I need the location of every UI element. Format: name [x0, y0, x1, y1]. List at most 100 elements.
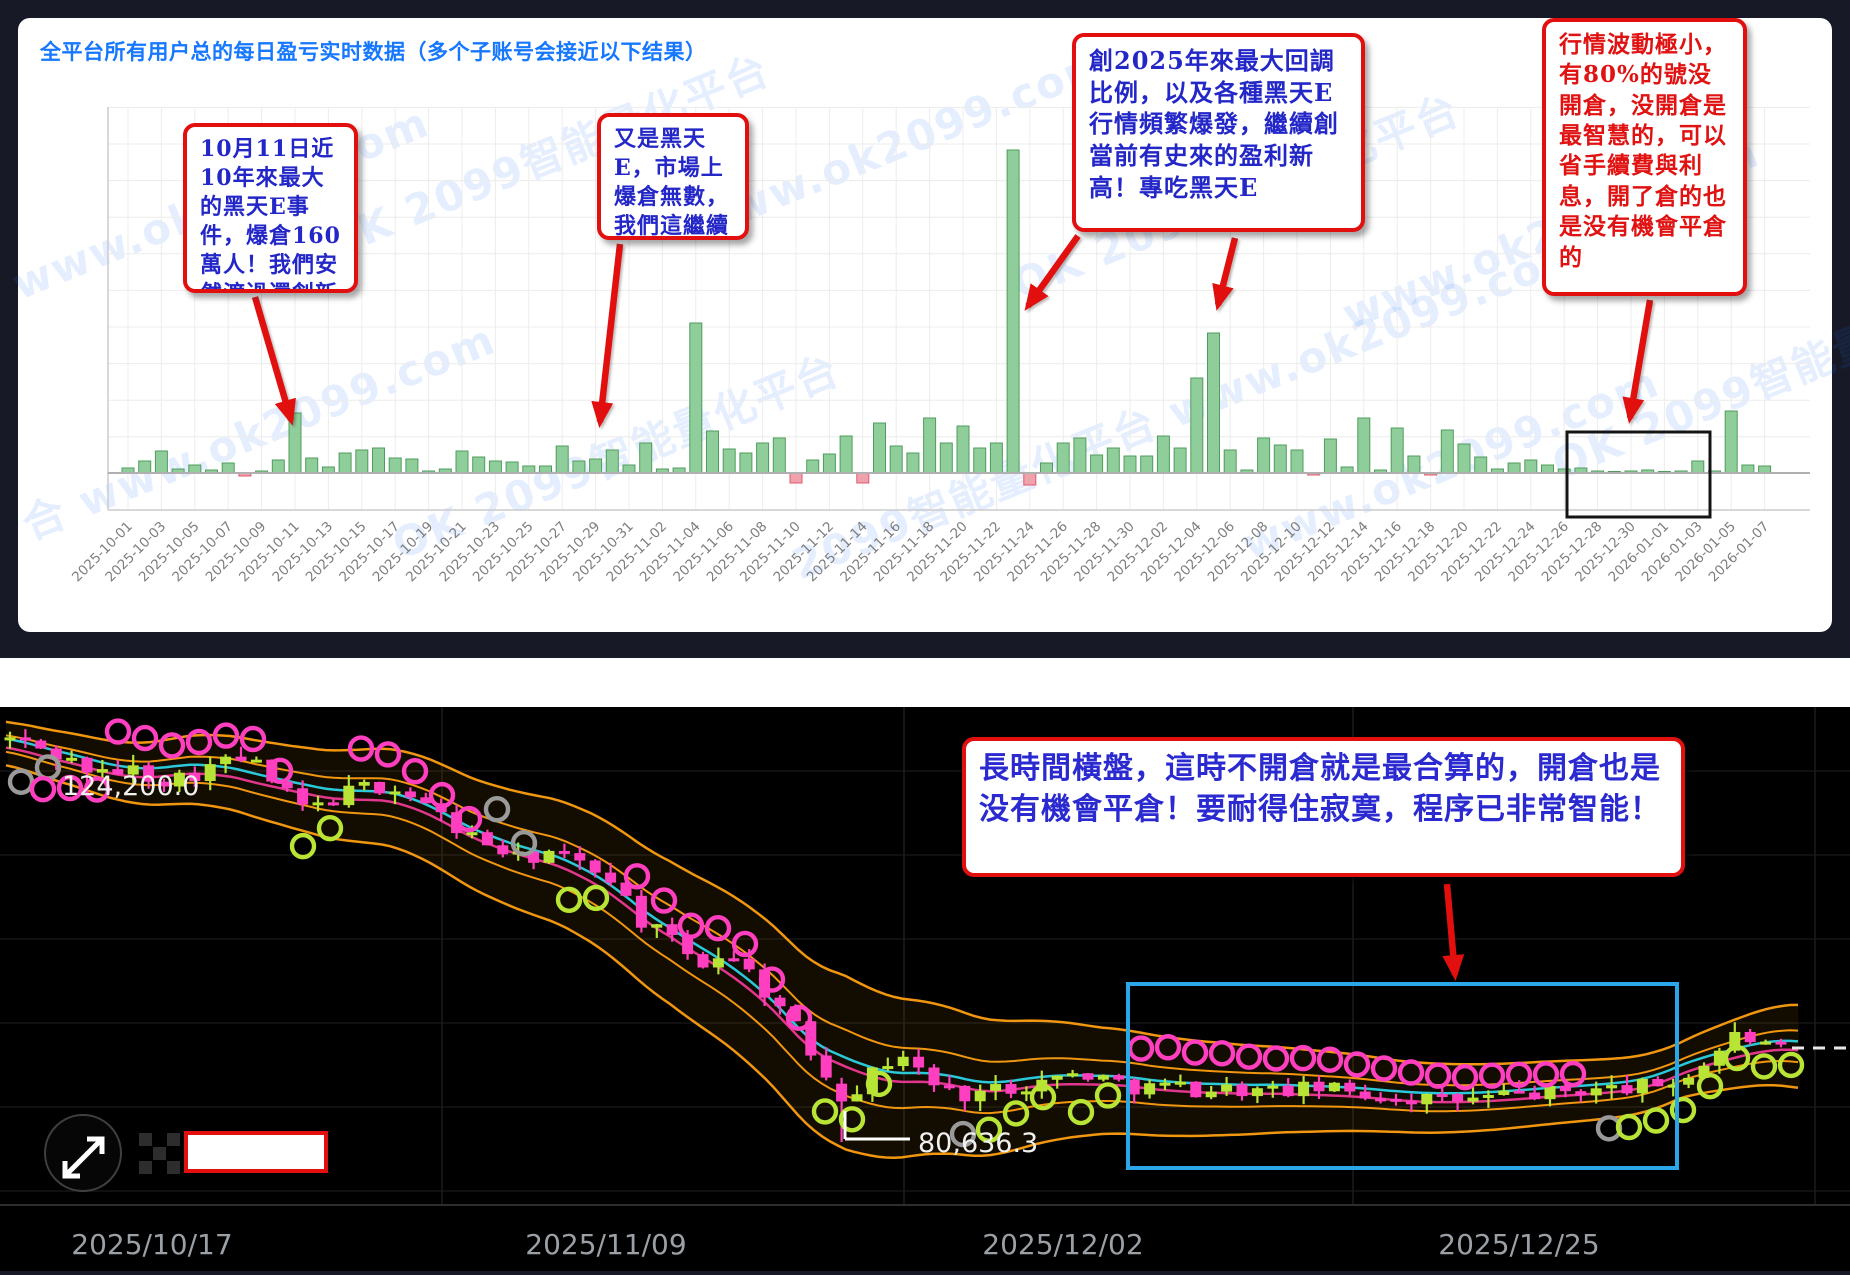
sar-marker-pink: [104, 718, 132, 745]
bar: [739, 452, 753, 474]
bar: [1257, 437, 1271, 474]
candle-body: [1482, 1094, 1494, 1098]
candle-body: [1698, 1065, 1710, 1078]
bar: [1190, 377, 1204, 474]
candle-body: [928, 1067, 940, 1086]
candle-body: [851, 1094, 863, 1102]
candle-body: [50, 748, 62, 760]
bar: [472, 456, 486, 474]
bar: [789, 472, 803, 484]
bar: [572, 460, 586, 474]
candle-body: [1636, 1079, 1648, 1094]
candle-body: [1498, 1090, 1510, 1095]
bar: [505, 461, 519, 474]
candlestick-chart[interactable]: 124,200.0 80,636.3 2025/10/17 2025/11/09 202…: [0, 707, 1850, 1275]
candle-body: [1683, 1077, 1695, 1085]
sar-marker-pink: [455, 805, 483, 833]
sar-marker-pink: [158, 732, 186, 759]
bar: [589, 458, 603, 474]
top-panel-title: 全平台所有用户总的每日盈亏实时数据（多个子账号会接近以下结果）: [40, 40, 707, 64]
candle-body: [481, 832, 493, 846]
sar-marker-pink: [1289, 1044, 1317, 1072]
candle-body: [1621, 1085, 1633, 1094]
bar: [1123, 455, 1137, 474]
candle-body: [805, 1021, 817, 1056]
x-axis-date-label: 2025/12/25: [1438, 1228, 1599, 1261]
candle-body: [235, 756, 247, 761]
sar-marker-green: [811, 1098, 839, 1125]
candle-body: [327, 802, 339, 806]
candle-body: [35, 740, 47, 749]
candle-body: [1190, 1081, 1202, 1098]
candle-body: [990, 1084, 1002, 1091]
bar: [873, 422, 886, 474]
exchange-logo-checker: [167, 1133, 180, 1146]
sar-marker-pink: [1154, 1034, 1182, 1061]
candle-body: [1097, 1075, 1109, 1080]
sar-marker-gray: [483, 796, 511, 823]
bar: [1090, 454, 1104, 474]
sar-marker-green: [1723, 1044, 1751, 1072]
bar: [1440, 429, 1454, 474]
candle-body: [1652, 1079, 1664, 1087]
candle-body: [574, 853, 586, 861]
candle-body: [1251, 1088, 1263, 1097]
sar-marker-pink: [1559, 1060, 1587, 1088]
bar: [1474, 456, 1488, 474]
candle-body: [620, 882, 632, 896]
bar: [1290, 449, 1304, 474]
sar-marker-pink: [1505, 1061, 1533, 1088]
sar-marker-green: [1669, 1096, 1697, 1124]
candle-body: [66, 757, 78, 761]
sar-marker-pink: [1343, 1051, 1371, 1078]
candle-body: [558, 850, 570, 854]
expand-button[interactable]: [44, 1114, 122, 1192]
candle-body: [959, 1085, 971, 1102]
candle-body: [913, 1056, 925, 1068]
bar: [1357, 417, 1371, 474]
sar-marker-pink: [212, 722, 240, 749]
sar-marker-green: [1696, 1072, 1724, 1100]
sar-marker-green: [289, 832, 317, 860]
candle-body: [1236, 1084, 1248, 1097]
sar-marker-green: [1615, 1113, 1643, 1141]
bar: [1273, 444, 1287, 474]
bollinger-inner-lower: [5, 750, 1799, 1115]
candle-body: [1529, 1092, 1541, 1100]
bar: [488, 460, 502, 474]
sar-marker-green: [975, 1116, 1003, 1143]
sar-marker-pink: [1262, 1045, 1290, 1072]
bar: [1040, 462, 1053, 474]
candle-body: [1744, 1032, 1756, 1043]
candle-body: [882, 1066, 894, 1070]
candle-body: [774, 997, 786, 1007]
candle-body: [1590, 1088, 1602, 1096]
x-axis-date-label: 2025/12/02: [982, 1228, 1143, 1261]
candle-body: [1344, 1082, 1356, 1092]
bar: [1691, 460, 1705, 474]
bar: [806, 459, 820, 474]
bar: [271, 459, 285, 474]
bar: [1056, 442, 1070, 474]
sar-marker-green: [1094, 1082, 1122, 1109]
bar: [138, 460, 152, 474]
annotation-arrow: [1212, 237, 1239, 311]
sar-marker-pink: [401, 758, 429, 785]
bar: [605, 449, 619, 474]
candle-body: [466, 832, 478, 836]
bar: [956, 425, 970, 474]
candle-body: [1544, 1085, 1556, 1100]
bar: [1541, 464, 1554, 474]
bar: [1457, 443, 1471, 474]
sar-marker-green: [316, 814, 344, 842]
sar-marker-pink: [731, 930, 759, 958]
candle-body: [605, 872, 617, 883]
bar: [822, 453, 836, 474]
candle-body: [682, 934, 694, 955]
bar: [889, 445, 903, 474]
sar-marker-pink: [677, 912, 705, 939]
annotation-arrow: [251, 296, 296, 426]
bar: [839, 435, 853, 474]
x-axis-date-label: 2025/11/09: [525, 1228, 686, 1261]
